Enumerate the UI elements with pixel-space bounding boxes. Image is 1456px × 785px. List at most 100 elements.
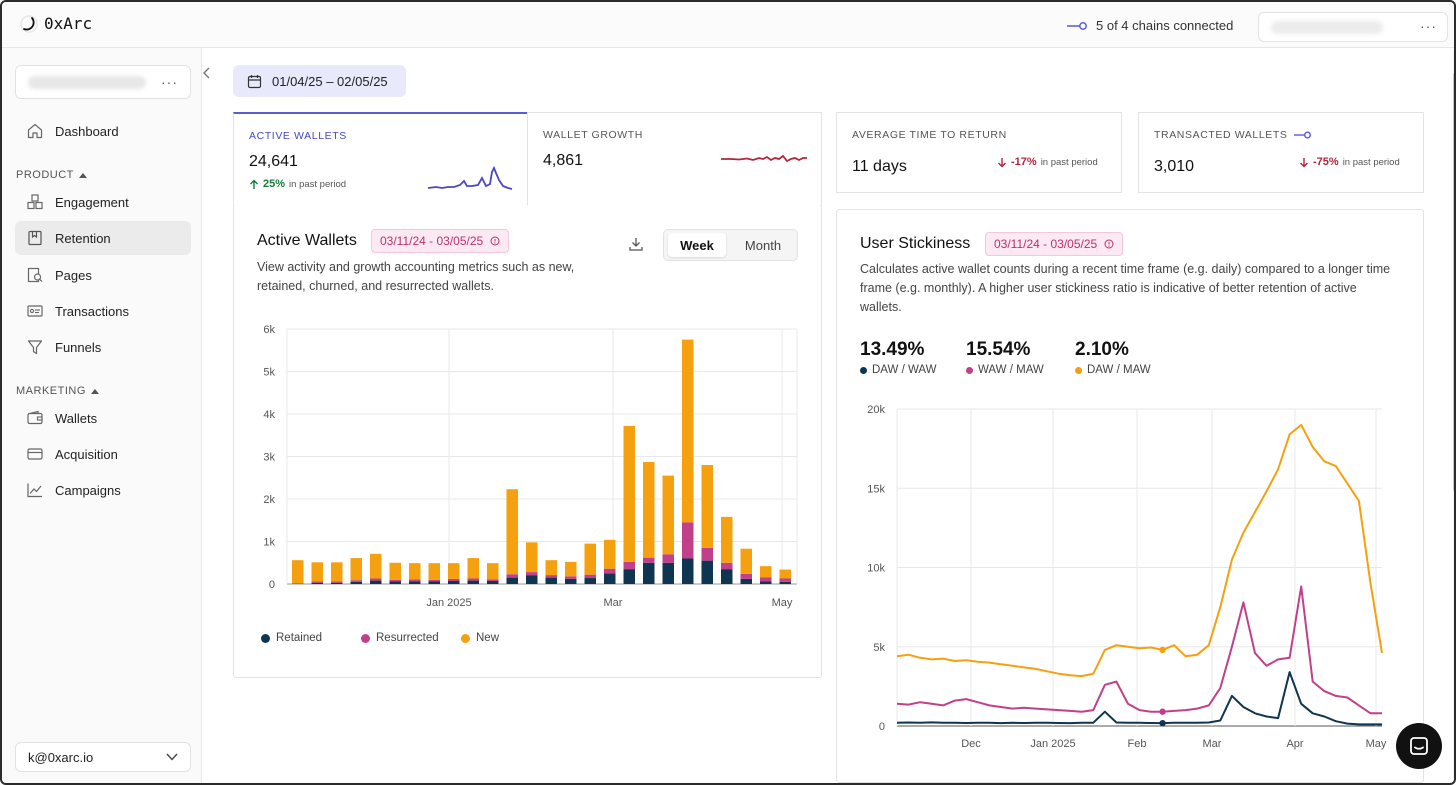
- sidebar-item-label: Engagement: [55, 194, 129, 210]
- more-icon[interactable]: ···: [1420, 18, 1437, 34]
- hover-marker: [1159, 719, 1166, 727]
- section-marketing[interactable]: MARKETING: [16, 385, 99, 397]
- toggle-month[interactable]: Month: [744, 237, 782, 253]
- kpi-transacted-wallets: TRANSACTED WALLETS 3,010 -75% in past pe…: [1138, 112, 1424, 193]
- sidebar-item-campaigns[interactable]: Campaigns: [15, 473, 191, 507]
- stat-label-waw-maw: WAW / MAW: [966, 364, 1044, 376]
- legend-resurrected[interactable]: Resurrected: [361, 632, 439, 644]
- legend-retained[interactable]: Retained: [261, 632, 322, 644]
- sidebar-item-funnels[interactable]: Funnels: [15, 330, 191, 364]
- x-tick-label: Mar: [1203, 738, 1222, 750]
- user-menu[interactable]: k@0xarc.io: [15, 742, 191, 772]
- kpi-average-time-to-return: AVERAGE TIME TO RETURN 11 days -17% in p…: [836, 112, 1122, 193]
- stat-label-daw-maw: DAW / MAW: [1075, 364, 1151, 376]
- bar-resurrected: [506, 574, 518, 578]
- scrollbar[interactable]: [1453, 50, 1454, 783]
- sidebar-item-acquisition[interactable]: Acquisition: [15, 437, 191, 471]
- tab-active-wallets[interactable]: ACTIVE WALLETS 24,641 25% in past period: [233, 112, 528, 206]
- chevron-down-icon: [166, 753, 178, 761]
- card-title: User Stickiness: [860, 235, 971, 252]
- bar-retained: [409, 581, 421, 584]
- organization-selector[interactable]: ···: [15, 65, 191, 99]
- bar-resurrected: [350, 580, 362, 582]
- toggle-week[interactable]: Week: [668, 233, 726, 257]
- stat-value-daw-maw: 2.10%: [1075, 339, 1129, 360]
- bar-new: [701, 465, 713, 548]
- y-tick-label: 3k: [263, 452, 275, 464]
- stat-label-text: DAW / MAW: [1087, 364, 1151, 376]
- sidebar-item-label: Transactions: [55, 303, 129, 319]
- bar-new: [428, 563, 440, 580]
- bar-resurrected: [409, 579, 421, 582]
- kpi-label: AVERAGE TIME TO RETURN: [852, 129, 1007, 141]
- info-icon: [490, 236, 500, 246]
- stat-label-text: WAW / MAW: [978, 364, 1044, 376]
- kpi-change-value: -75%: [1313, 156, 1339, 168]
- date-range-text: 01/04/25 – 02/05/25: [272, 73, 388, 89]
- sidebar-item-label: Pages: [55, 267, 92, 283]
- range-badge[interactable]: 03/11/24 - 03/05/25: [985, 232, 1124, 256]
- bar-resurrected: [662, 554, 674, 563]
- more-icon[interactable]: ···: [161, 74, 178, 90]
- kpi-change: -17% in past period: [997, 156, 1098, 168]
- legend-new[interactable]: New: [461, 632, 499, 644]
- wallet-icon: [27, 410, 43, 425]
- bar-resurrected: [331, 581, 343, 583]
- bar-retained: [662, 562, 674, 584]
- bar-new: [760, 566, 772, 578]
- user-stickiness-card: [836, 209, 1424, 783]
- stat-label-daw-waw: DAW / WAW: [860, 364, 937, 376]
- collapse-sidebar-icon[interactable]: [201, 66, 213, 80]
- bar-retained: [623, 569, 635, 584]
- range-badge[interactable]: 03/11/24 - 03/05/25: [371, 229, 510, 253]
- bar-resurrected: [545, 575, 557, 578]
- sidebar-item-wallets[interactable]: Wallets: [15, 401, 191, 435]
- y-tick-label: 0: [269, 579, 275, 591]
- y-tick-label: 5k: [263, 367, 275, 379]
- sidebar-item-transactions[interactable]: Transactions: [15, 294, 191, 328]
- card-description: Calculates active wallet counts during a…: [860, 262, 1391, 314]
- sidebar-item-label: Funnels: [55, 339, 102, 355]
- chains-status[interactable]: 5 of 4 chains connected: [1066, 18, 1233, 33]
- wallet-growth-sparkline: [721, 154, 807, 163]
- kpi-value: 24,641: [249, 153, 298, 170]
- bar-new: [682, 339, 694, 523]
- bar-resurrected: [448, 578, 460, 582]
- sidebar-item-label: Retention: [55, 230, 111, 246]
- chat-button[interactable]: [1396, 723, 1442, 769]
- bar-retained: [760, 581, 772, 584]
- legend-label: New: [476, 632, 500, 644]
- account-menu[interactable]: ···: [1258, 12, 1448, 42]
- bar-retained: [487, 581, 499, 584]
- sidebar-item-engagement[interactable]: Engagement: [15, 185, 191, 219]
- bar-resurrected: [292, 583, 304, 584]
- bar-retained: [428, 581, 440, 584]
- sidebar-item-pages[interactable]: Pages: [15, 258, 191, 292]
- bar-new: [506, 489, 518, 575]
- sidebar-item-dashboard[interactable]: Dashboard: [15, 114, 191, 148]
- series-line-daw-waw: [896, 671, 1382, 726]
- sidebar-item-retention[interactable]: Retention: [15, 221, 191, 255]
- bar-retained: [350, 581, 362, 584]
- x-tick-label: Feb: [1128, 738, 1147, 750]
- tab-wallet-growth[interactable]: WALLET GROWTH 4,861: [527, 112, 822, 206]
- kpi-change: 25% in past period: [249, 178, 346, 190]
- date-range-picker[interactable]: 01/04/25 – 02/05/25: [233, 65, 406, 97]
- receipt-icon: [27, 305, 43, 317]
- bar-new: [623, 425, 635, 562]
- user-stickiness-line-chart: 0 5k 10k 15k 20k Dec Jan 2025 Feb Mar Apr May: [867, 404, 1387, 750]
- y-tick-label: 1k: [263, 537, 275, 549]
- legend-dot: [361, 633, 370, 643]
- x-tick-label: Mar: [604, 597, 623, 609]
- section-product[interactable]: PRODUCT: [16, 169, 87, 181]
- bar-new: [526, 542, 538, 573]
- app-logo[interactable]: 0xArc: [20, 14, 92, 33]
- bar-retained: [584, 578, 596, 584]
- hover-marker: [1159, 646, 1166, 654]
- download-icon[interactable]: [628, 236, 644, 252]
- kpi-label: ACTIVE WALLETS: [249, 130, 347, 142]
- scrollbar-thumb[interactable]: [1453, 72, 1454, 492]
- bar-resurrected: [779, 578, 791, 582]
- chain-link-icon: [1067, 21, 1087, 30]
- bar-new: [370, 553, 382, 579]
